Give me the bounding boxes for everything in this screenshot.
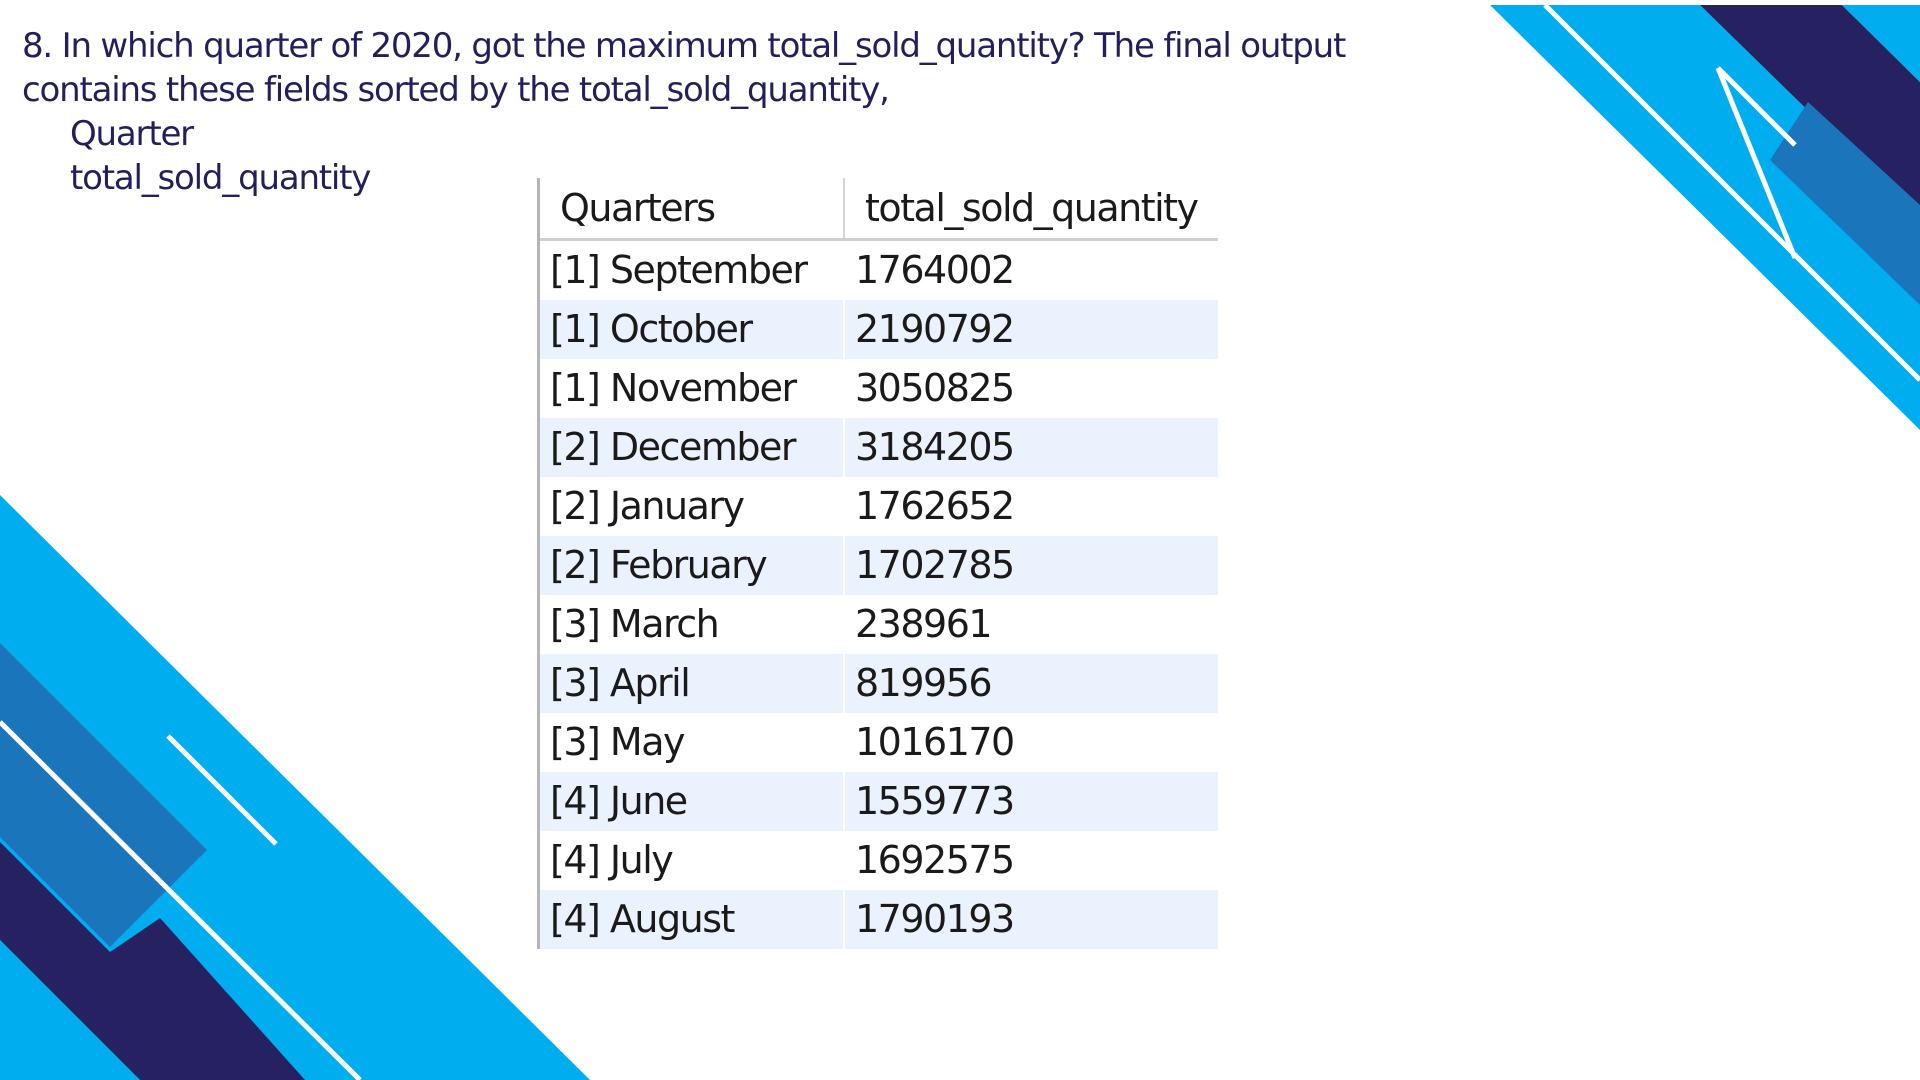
cell-quarter[interactable]: [4] June [540,772,845,831]
stripe-white-line-bottom-rendered-2 [166,734,278,846]
cell-quarter[interactable]: [2] January [540,477,845,536]
table-row[interactable]: [2] January 1762652 [540,477,1218,536]
cell-quarter[interactable]: [2] February [540,536,845,595]
top-right-stripes [1490,3,1920,430]
table-row[interactable]: [3] March 238961 [540,595,1218,654]
cell-total[interactable]: 2190792 [845,300,1218,359]
column-header-total-sold-quantity[interactable]: total_sold_quantity [865,186,1199,230]
cell-total[interactable]: 1692575 [845,831,1218,890]
cell-quarter[interactable]: [2] December [540,418,845,477]
cell-quarter[interactable]: [3] April [540,654,845,713]
output-field-total-sold-quantity: total_sold_quantity [70,158,371,198]
cell-quarter[interactable]: [4] August [540,890,845,949]
cell-total[interactable]: 3050825 [845,359,1218,418]
stripe-light-blue-corner [1842,5,1920,82]
cell-total[interactable]: 1702785 [845,536,1218,595]
result-grid: Quarters total_sold_quantity [1] Septemb… [537,178,1218,949]
cell-total[interactable]: 3184205 [845,418,1218,477]
cell-quarter[interactable]: [3] May [540,713,845,772]
cell-total[interactable]: 1764002 [845,241,1218,300]
cell-quarter[interactable]: [1] October [540,300,845,359]
cell-total[interactable]: 819956 [845,654,1218,713]
cell-quarter[interactable]: [3] March [540,595,845,654]
question-line-1: 8. In which quarter of 2020, got the max… [22,26,1346,66]
cell-total[interactable]: 1559773 [845,772,1218,831]
table-row[interactable]: [1] September 1764002 [540,241,1218,300]
table-row[interactable]: [4] August 1790193 [540,890,1218,949]
table-row[interactable]: [1] November 3050825 [540,359,1218,418]
stripe-light-blue-top [1490,5,1920,430]
stripe-mid-blue-top [1770,102,1920,305]
cell-quarter[interactable]: [1] November [540,359,845,418]
cell-total[interactable]: 1762652 [845,477,1218,536]
column-header-quarters[interactable]: Quarters [540,178,845,238]
table-row[interactable]: [4] June 1559773 [540,772,1218,831]
stripe-white-line-top-1 [1543,3,1920,382]
table-row[interactable]: [3] May 1016170 [540,713,1218,772]
bottom-left-stripes [0,495,590,1080]
table-row[interactable]: [2] February 1702785 [540,536,1218,595]
cell-quarter[interactable]: [1] September [540,241,845,300]
output-field-quarter: Quarter [70,114,194,154]
stripe-dark-navy-bottom [0,842,305,1080]
cell-total[interactable]: 1016170 [845,713,1218,772]
table-row[interactable]: [4] July 1692575 [540,831,1218,890]
stripe-mid-blue-bottom [0,643,207,947]
question-text: 8. In which quarter of 2020, got the max… [22,24,1346,200]
stripe-light-blue-bottom-corner [0,940,140,1080]
cell-total[interactable]: 238961 [845,595,1218,654]
table-row[interactable]: [1] October 2190792 [540,300,1218,359]
table-row[interactable]: [3] April 819956 [540,654,1218,713]
question-line-2: contains these fields sorted by the tota… [22,70,890,110]
stripe-white-line-top-rendered [1715,67,1798,259]
stripe-white-line-top-3 [1716,66,1797,147]
grid-header-row: Quarters total_sold_quantity [540,178,1218,241]
stripe-white-line-bottom-1 [0,720,362,1080]
cell-total[interactable]: 1790193 [845,890,1218,949]
cell-quarter[interactable]: [4] July [540,831,845,890]
table-row[interactable]: [2] December 3184205 [540,418,1218,477]
